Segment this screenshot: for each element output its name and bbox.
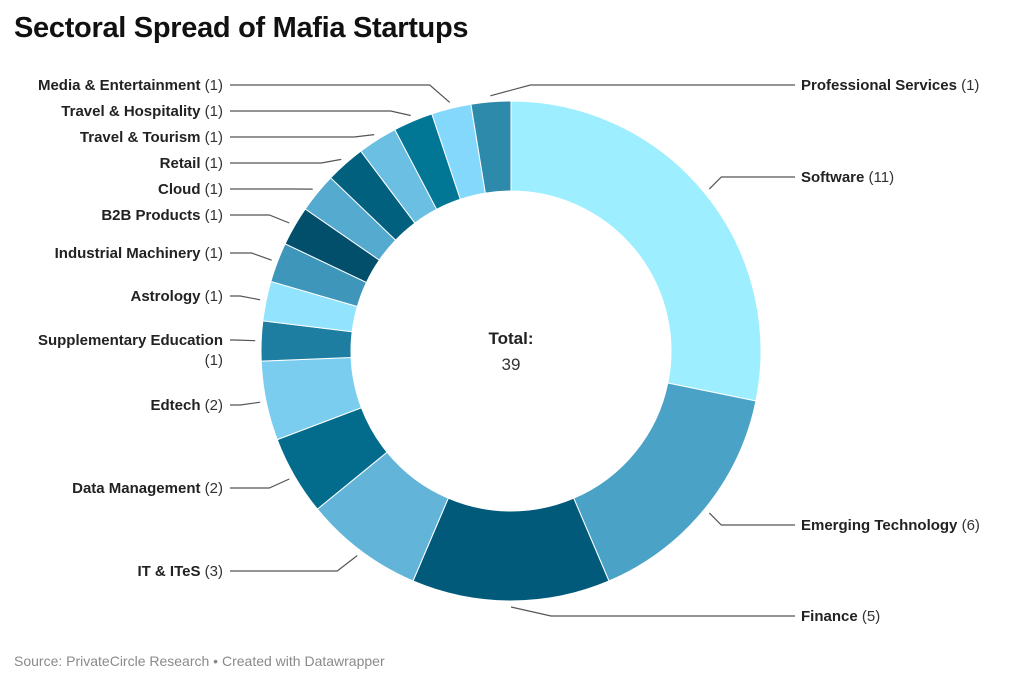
leader-line-retail — [230, 158, 342, 164]
label-finance: Finance (5) — [801, 608, 880, 625]
leader-line-data-management — [230, 478, 290, 489]
label-emerging-technology: Emerging Technology (6) — [801, 517, 980, 534]
leader-line-software — [708, 176, 795, 190]
leader-line-b2b-products — [230, 214, 290, 224]
leader-line-it-and-ites — [230, 555, 358, 572]
leader-line-astrology — [230, 295, 261, 301]
label-travel-and-tourism: Travel & Tourism (1) — [80, 129, 223, 146]
source-footer: Source: PrivateCircle Research • Created… — [14, 653, 385, 669]
center-label: Total: — [488, 329, 533, 348]
slices-group — [260, 100, 762, 602]
label-travel-and-hospitality: Travel & Hospitality (1) — [61, 103, 223, 120]
label-supplementary-education: Supplementary Education (1) — [38, 332, 223, 369]
slice-software[interactable] — [510, 100, 762, 402]
leader-lines-group — [230, 84, 795, 617]
label-professional-services: Professional Services (1) — [801, 77, 979, 94]
label-retail: Retail (1) — [160, 155, 223, 172]
label-data-management: Data Management (2) — [72, 480, 223, 497]
leader-line-finance — [510, 606, 795, 617]
labels-group: Software (11) Emerging Technology (6) Fina… — [38, 77, 980, 625]
leader-line-emerging-technology — [708, 512, 795, 526]
leader-line-travel-and-hospitality — [230, 110, 411, 117]
center-value: 39 — [502, 355, 521, 374]
leader-line-edtech — [230, 401, 261, 406]
slice-emerging-technology[interactable] — [573, 382, 757, 582]
label-it-and-ites: IT & ITeS (3) — [137, 563, 223, 580]
leader-line-media-and-entertainment — [230, 84, 451, 103]
chart-title: Sectoral Spread of Mafia Startups — [14, 12, 469, 44]
label-b2b-products: B2B Products (1) — [101, 207, 223, 224]
label-astrology: Astrology (1) — [130, 288, 223, 305]
label-edtech: Edtech (2) — [150, 397, 223, 414]
leader-line-travel-and-tourism — [230, 134, 375, 138]
slice-finance[interactable] — [412, 497, 610, 602]
leader-line-supplementary-education — [230, 339, 256, 342]
slice-professional-services[interactable] — [470, 100, 512, 194]
label-media-and-entertainment: Media & Entertainment (1) — [38, 77, 223, 94]
leader-line-industrial-machinery — [230, 252, 272, 261]
label-industrial-machinery: Industrial Machinery (1) — [55, 245, 223, 262]
label-software: Software (11) — [801, 169, 894, 186]
leader-line-professional-services — [490, 84, 795, 97]
label-cloud: Cloud (1) — [158, 181, 223, 198]
